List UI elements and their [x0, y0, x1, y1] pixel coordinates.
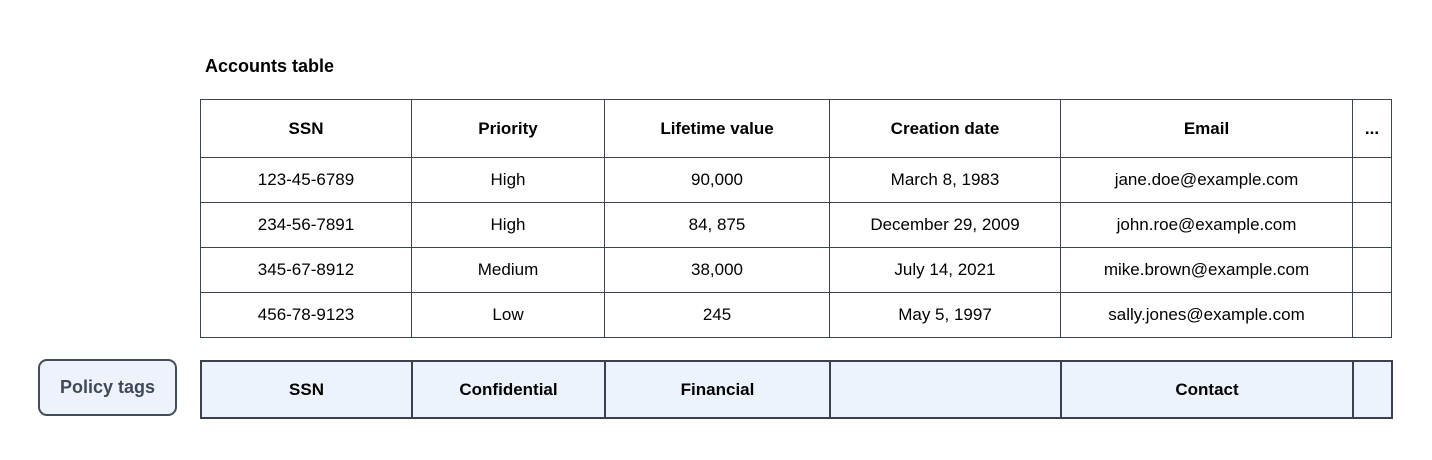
accounts-table-row: 456-78-9123 Low 245 May 5, 1997 sally.jones@… — [200, 292, 1392, 338]
accounts-table-cell — [1352, 157, 1392, 203]
accounts-table-cell: 245 — [604, 292, 830, 338]
accounts-table-cell: 456-78-9123 — [200, 292, 412, 338]
accounts-table-row: 123-45-6789 High 90,000 March 8, 1983 jane.d… — [200, 157, 1392, 203]
accounts-column-header: Lifetime value — [604, 99, 830, 158]
policy-tags-button-label: Policy tags — [59, 377, 156, 397]
policy-tag-cell: SSN — [200, 360, 413, 419]
accounts-table-cell: mike.brown@example.com — [1060, 247, 1353, 293]
accounts-table-cell — [1352, 292, 1392, 338]
policy-tag-cell: Financial — [604, 360, 831, 419]
accounts-table-cell: December 29, 2009 — [829, 202, 1061, 248]
accounts-table-cell: 84, 875 — [604, 202, 830, 248]
accounts-table-cell — [1352, 202, 1392, 248]
accounts-table-cell: 123-45-6789 — [200, 157, 412, 203]
accounts-table-cell: Low — [411, 292, 605, 338]
accounts-table-cell: jane.doe@example.com — [1060, 157, 1353, 203]
policy-tags-row: SSN Confidential Financial Contact — [200, 360, 1393, 419]
accounts-table: SSN Priority Lifetime value Creation date Em… — [200, 99, 1392, 338]
accounts-table-cell: High — [411, 157, 605, 203]
accounts-column-header: Creation date — [829, 99, 1061, 158]
accounts-table-cell: 345-67-8912 — [200, 247, 412, 293]
accounts-table-cell: High — [411, 202, 605, 248]
accounts-table-cell: 234-56-7891 — [200, 202, 412, 248]
accounts-column-header: ... — [1352, 99, 1392, 158]
policy-tag-cell — [1352, 360, 1393, 419]
accounts-column-header: Priority — [411, 99, 605, 158]
accounts-table-row: 345-67-8912 Medium 38,000 July 14, 2021 mike… — [200, 247, 1392, 293]
accounts-table-cell: March 8, 1983 — [829, 157, 1061, 203]
accounts-header-row: SSN Priority Lifetime value Creation date Em… — [200, 99, 1392, 158]
accounts-table-cell: 90,000 — [604, 157, 830, 203]
accounts-table-cell: 38,000 — [604, 247, 830, 293]
policy-tag-cell — [829, 360, 1062, 419]
accounts-table-cell — [1352, 247, 1392, 293]
accounts-table-cell: May 5, 1997 — [829, 292, 1061, 338]
accounts-table-row: 234-56-7891 High 84, 875 December 29, 2009 j… — [200, 202, 1392, 248]
policy-tags-button[interactable]: Policy tags — [38, 359, 177, 416]
policy-tag-cell: Confidential — [411, 360, 606, 419]
accounts-table-cell: Medium — [411, 247, 605, 293]
policy-tag-cell: Contact — [1060, 360, 1354, 419]
accounts-table-cell: john.roe@example.com — [1060, 202, 1353, 248]
accounts-table-cell: sally.jones@example.com — [1060, 292, 1353, 338]
policy-tags-cells: SSN Confidential Financial Contact — [200, 360, 1393, 419]
accounts-column-header: Email — [1060, 99, 1353, 158]
accounts-table-title: Accounts table — [205, 56, 335, 76]
accounts-column-header: SSN — [200, 99, 412, 158]
accounts-table-cell: July 14, 2021 — [829, 247, 1061, 293]
